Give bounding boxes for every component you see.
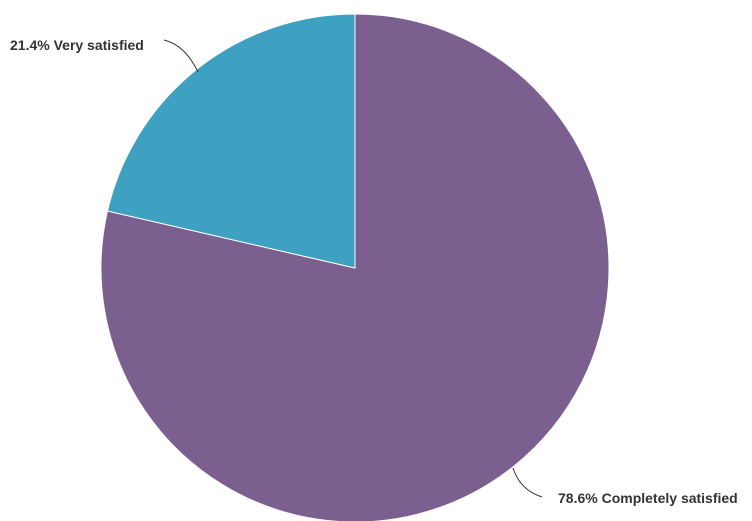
- slice-label-very-satisfied: 21.4% Very satisfied: [10, 37, 144, 53]
- slices-layer: [100, 13, 610, 521]
- labels-layer: 78.6% Completely satisfied 21.4% Very sat…: [10, 37, 738, 506]
- slice-label-completely-satisfied: 78.6% Completely satisfied: [558, 490, 738, 506]
- leader-line-completely-satisfied: [512, 467, 543, 498]
- leader-line-very-satisfied: [163, 39, 199, 73]
